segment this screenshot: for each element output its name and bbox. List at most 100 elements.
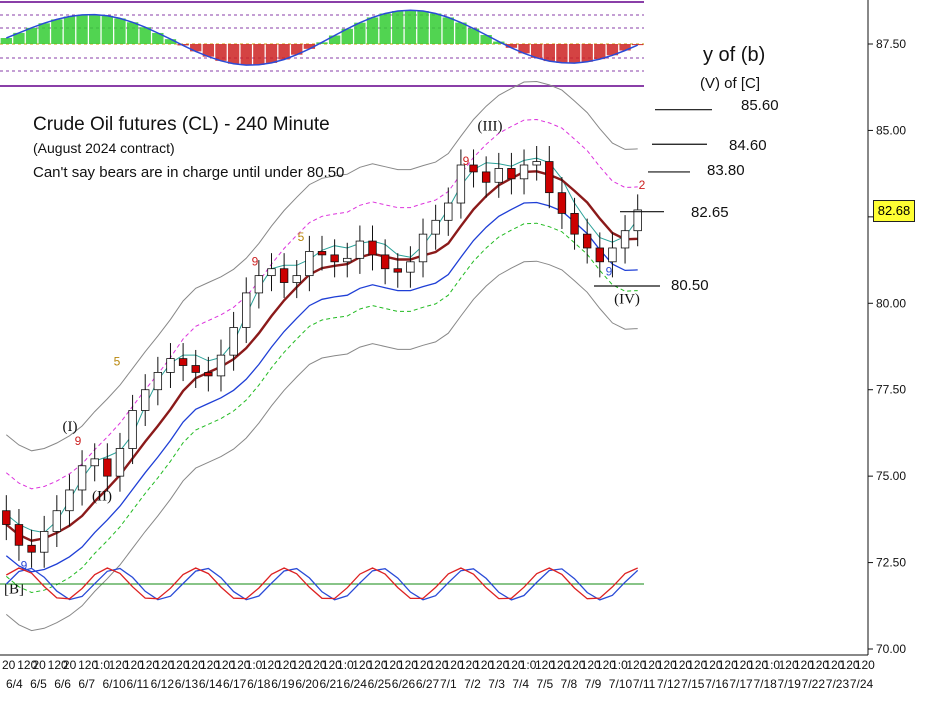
x-tick-label-date: 7/3 (488, 677, 505, 691)
x-tick-label-time: 120 (78, 658, 98, 672)
histogram-bar (63, 16, 76, 44)
x-tick-label-time: 120 (657, 658, 677, 672)
x-tick-label-date: 6/5 (30, 677, 47, 691)
candle-body (620, 230, 630, 249)
candle-body (242, 292, 251, 328)
y-tick-label: 75.00 (876, 469, 906, 483)
x-tick-label-time: 120 (17, 658, 37, 672)
chart-note: Can't say bears are in charge until unde… (33, 164, 345, 181)
x-tick-label-time: 1:0 (246, 658, 263, 672)
histogram-bar (139, 27, 151, 44)
candle-body (406, 261, 415, 273)
histogram-bar (278, 44, 290, 60)
x-tick-label-time: 120 (322, 658, 342, 672)
histogram-bar (480, 35, 492, 44)
x-tick-label-time: 120 (581, 658, 601, 672)
count-label: 9 (252, 254, 259, 268)
candle-body (519, 164, 529, 180)
x-tick-label-time: 120 (642, 658, 662, 672)
chart-title: Crude Oil futures (CL) - 240 Minute (33, 114, 330, 135)
x-tick-label-time: 120 (596, 658, 616, 672)
candle-body (557, 192, 567, 214)
x-tick-label-date: 6/14 (199, 677, 223, 691)
histogram-bar (152, 32, 164, 44)
x-tick-label-time: 120 (794, 658, 814, 672)
candle-body (355, 240, 365, 259)
x-tick-label-date: 7/24 (850, 677, 874, 691)
count-label: 5 (114, 355, 121, 369)
candle-body (545, 161, 554, 194)
x-tick-label-time: 1:0 (763, 658, 780, 672)
histogram-bar (493, 41, 505, 44)
histogram-bar (76, 14, 88, 44)
candle-body (570, 212, 579, 235)
x-tick-label-date: 7/5 (536, 677, 553, 691)
candle-body (507, 168, 516, 180)
level-label-82-65: 82.65 (691, 204, 729, 221)
candle-body (595, 247, 604, 263)
x-tick-label-date: 7/10 (609, 677, 633, 691)
count-label: 5 (298, 230, 305, 244)
histogram-bar (442, 17, 454, 44)
x-tick-label-time: 120 (185, 658, 205, 672)
y-tick-label: 87.50 (876, 37, 906, 51)
x-tick-label-time: 20 (63, 658, 77, 672)
x-tick-label-time: 120 (170, 658, 190, 672)
x-tick-label-time: 120 (276, 658, 296, 672)
x-tick-label-time: 120 (489, 658, 509, 672)
candle-body (456, 164, 466, 204)
x-tick-label-date: 7/16 (705, 677, 729, 691)
x-tick-label-time: 120 (444, 658, 464, 672)
oscillator-panel-bottom (0, 567, 644, 601)
candlesticks (2, 145, 642, 568)
x-tick-label-date: 7/12 (657, 677, 681, 691)
histogram-bar (101, 15, 114, 44)
histogram-bar (505, 44, 518, 48)
x-tick-label-date: 6/26 (392, 677, 416, 691)
candle-body (153, 372, 163, 391)
candle-body (52, 510, 62, 532)
histogram-bar (581, 44, 593, 62)
x-tick-label-date: 7/23 (826, 677, 850, 691)
x-tick-label-time: 120 (154, 658, 174, 672)
x-tick-label-time: 120 (702, 658, 722, 672)
x-tick-label-time: 120 (459, 658, 479, 672)
candle-body (494, 168, 503, 183)
x-tick-label-time: 120 (550, 658, 570, 672)
x-tick-label-date: 7/17 (729, 677, 753, 691)
candle-body (481, 171, 491, 183)
candle-body (393, 268, 402, 273)
wave-label: (IV) (614, 291, 640, 307)
candle-body (254, 275, 264, 294)
x-tick-label-time: 120 (855, 658, 875, 672)
level-label-80-50: 80.50 (671, 277, 709, 294)
candle-body (27, 544, 36, 553)
axes: 87.5085.0082.5080.0077.5075.0072.5070.00… (0, 0, 906, 691)
x-tick-label-time: 120 (824, 658, 844, 672)
fast-ma-line (5, 157, 639, 534)
count-label: 2 (639, 178, 646, 192)
candle-body (14, 524, 24, 546)
candle-body (40, 531, 49, 553)
histogram-bar (253, 44, 265, 65)
histogram-bar (543, 44, 555, 62)
histogram-bar (316, 42, 328, 44)
envelope-upper-inner (5, 118, 638, 490)
candle-body (418, 233, 428, 263)
x-tick-label-time: 120 (672, 658, 692, 672)
level-label-84-60: 84.60 (729, 137, 767, 154)
histogram-bar (265, 44, 278, 63)
x-tick-label-date: 7/19 (778, 677, 802, 691)
candle-body (178, 358, 188, 366)
chart-subtitle: (August 2024 contract) (33, 140, 175, 156)
histogram-bar (467, 28, 480, 44)
x-tick-label-time: 120 (367, 658, 387, 672)
x-tick-label-time: 120 (733, 658, 753, 672)
x-tick-label-time: 120 (474, 658, 494, 672)
x-tick-label-date: 6/17 (223, 677, 247, 691)
candle-body (532, 161, 541, 166)
histogram-bar (404, 10, 417, 44)
histogram-bar (13, 32, 25, 44)
histogram-bar (303, 44, 316, 49)
histogram-bar (632, 44, 644, 46)
